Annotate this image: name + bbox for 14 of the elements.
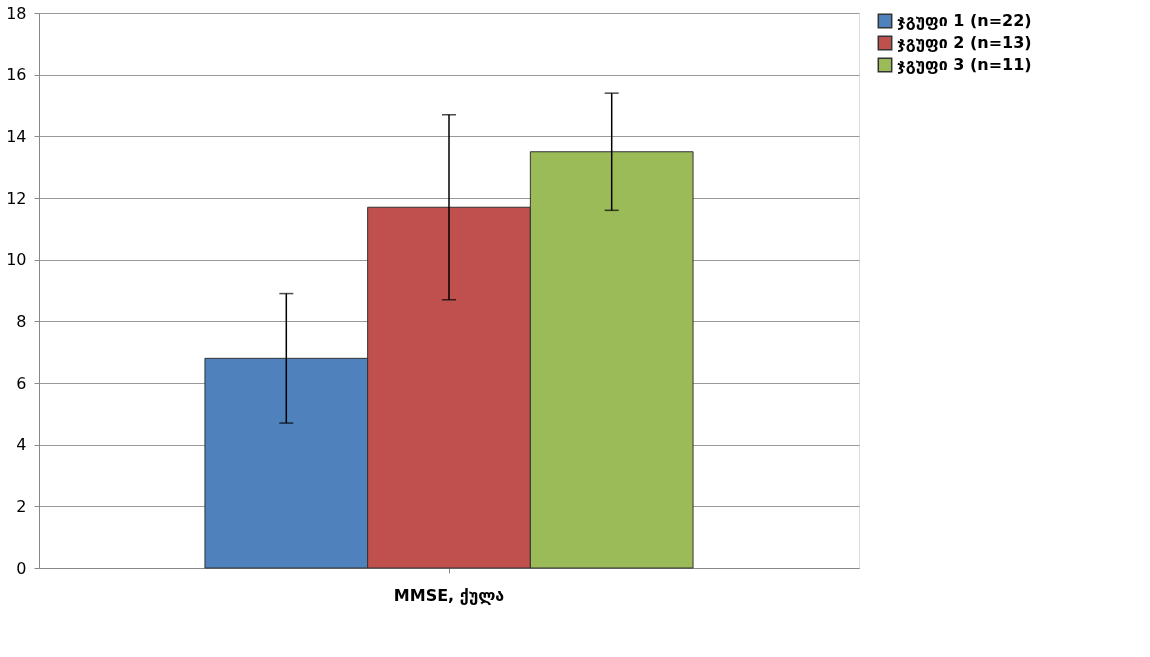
y-tick-label: 8 bbox=[16, 311, 27, 331]
y-tick-label: 16 bbox=[6, 65, 27, 85]
legend-label: ჯგუფი 3 (n=11) bbox=[897, 55, 1032, 74]
y-tick-label: 10 bbox=[6, 250, 27, 270]
y-tick-label: 18 bbox=[6, 3, 27, 23]
y-tick-label: 6 bbox=[16, 373, 27, 393]
y-tick-label: 0 bbox=[16, 558, 27, 578]
legend-label: ჯგუფი 1 (n=22) bbox=[897, 11, 1032, 30]
y-tick-label: 4 bbox=[16, 435, 27, 455]
x-tick-label: MMSE, ქულა bbox=[393, 585, 505, 605]
y-tick-label: 2 bbox=[16, 496, 27, 516]
legend-label: ჯგუფი 2 (n=13) bbox=[897, 33, 1032, 52]
y-tick-label: 14 bbox=[6, 126, 27, 146]
y-tick-label: 12 bbox=[6, 188, 27, 208]
